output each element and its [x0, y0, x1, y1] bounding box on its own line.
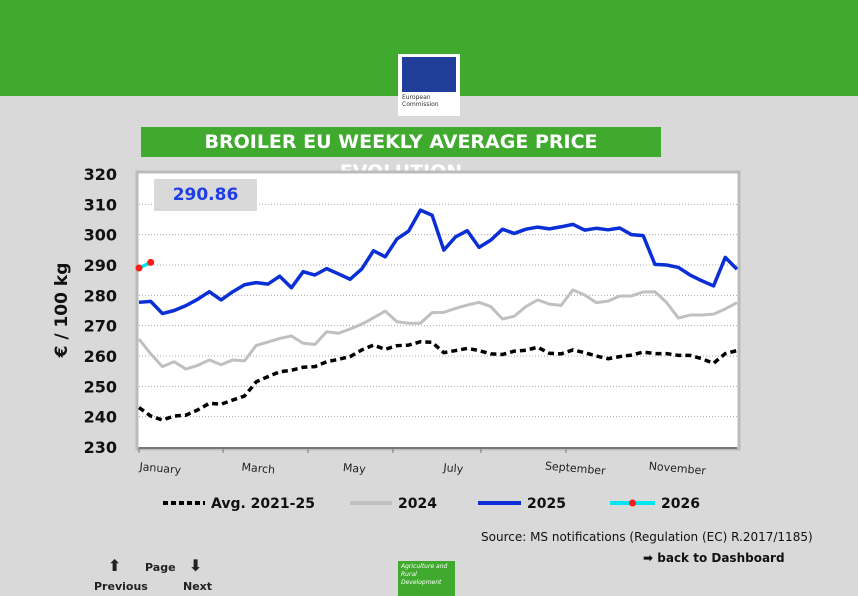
back-to-dashboard-link[interactable]: ➡ back to Dashboard	[643, 551, 785, 565]
series-line-2024	[137, 288, 738, 371]
data-point-2026	[147, 258, 155, 266]
y-tick-label: 230	[84, 438, 117, 457]
legend-label: Avg. 2021-25	[211, 496, 315, 512]
y-tick-label: 240	[84, 408, 117, 427]
y-tick-label: 280	[84, 286, 117, 305]
plot-area	[135, 170, 741, 451]
y-tick-label: 260	[84, 347, 117, 366]
legend-marker	[629, 499, 636, 507]
series-line-avg-2021-25	[137, 339, 738, 422]
source-note: Source: MS notifications (Regulation (EC…	[481, 530, 813, 544]
logo-text-1: European	[402, 94, 431, 101]
back-label: back to Dashboard	[657, 551, 785, 565]
chart-title: BROILER EU WEEKLY AVERAGE PRICE EVOLUTIO…	[141, 127, 661, 183]
x-tick-label: May	[342, 461, 366, 476]
arrow-up-icon[interactable]: ⬆	[108, 556, 122, 575]
european-commission-logo[interactable]: European Commission	[398, 54, 460, 116]
arrow-down-icon[interactable]: ⬇	[189, 556, 203, 575]
eu-flag-icon	[402, 57, 456, 92]
legend-label: 2026	[661, 496, 700, 512]
y-tick-label: 320	[84, 165, 117, 184]
x-tick-label: July	[442, 461, 464, 476]
page-label: Page	[145, 561, 176, 574]
x-tick-label: November	[648, 460, 707, 478]
previous-page-link[interactable]: Previous	[94, 580, 148, 593]
series-line-2025	[138, 208, 739, 316]
latest-price-value: 290.86	[154, 179, 257, 211]
y-tick-label: 270	[84, 317, 117, 336]
agri-logo: Agriculture and Rural Development	[398, 561, 455, 596]
legend-label: 2025	[527, 496, 566, 512]
x-tick-label: September	[544, 459, 606, 477]
x-tick-label: March	[241, 461, 276, 477]
y-tick-label: 300	[84, 226, 117, 245]
arrow-right-icon: ➡	[643, 551, 654, 565]
logo-text-2: Commission	[402, 101, 439, 108]
x-tick-label: January	[138, 460, 182, 477]
legend-label: 2024	[398, 496, 437, 512]
next-page-link[interactable]: Next	[183, 580, 213, 593]
y-axis-label: € / 100 kg	[52, 263, 72, 359]
data-point-2026	[135, 264, 143, 272]
y-tick-label: 290	[84, 256, 117, 275]
y-tick-label: 250	[84, 377, 117, 396]
y-tick-label: 310	[84, 195, 117, 214]
